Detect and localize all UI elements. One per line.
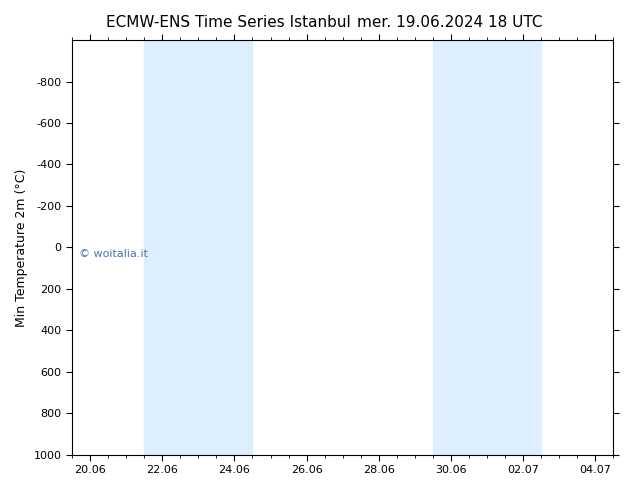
Text: ECMW-ENS Time Series Istanbul: ECMW-ENS Time Series Istanbul <box>106 15 351 30</box>
Bar <box>144 40 252 455</box>
Text: mer. 19.06.2024 18 UTC: mer. 19.06.2024 18 UTC <box>358 15 543 30</box>
Y-axis label: Min Temperature 2m (°C): Min Temperature 2m (°C) <box>15 168 28 326</box>
Bar <box>433 40 541 455</box>
Text: © woitalia.it: © woitalia.it <box>79 248 148 259</box>
